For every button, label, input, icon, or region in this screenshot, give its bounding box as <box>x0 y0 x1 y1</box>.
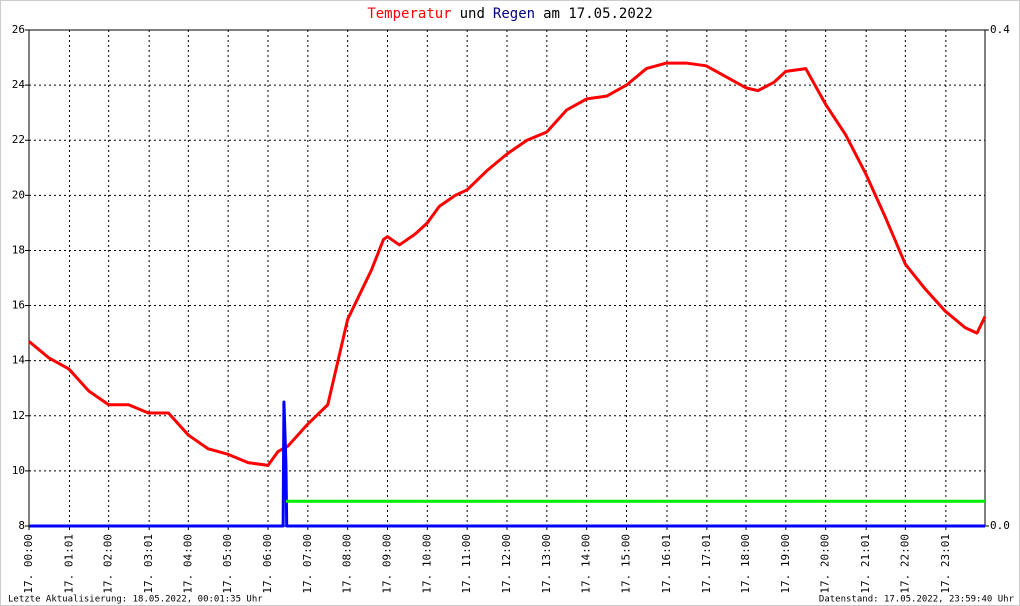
x-tick-label: 17. 13:00 <box>540 534 553 594</box>
x-tick-label: 17. 10:00 <box>420 534 433 594</box>
y-tick-label: 24 <box>12 78 26 91</box>
x-tick-label: 17. 05:00 <box>221 534 234 594</box>
y-tick-label: 8 <box>18 519 25 532</box>
y-tick-label: 20 <box>12 188 25 201</box>
x-tick-label: 17. 15:00 <box>620 534 633 594</box>
y-tick-label: 16 <box>12 299 25 312</box>
x-tick-label: 17. 06:00 <box>261 534 274 594</box>
x-tick-label: 17. 22:00 <box>898 534 911 594</box>
y-tick-label: 18 <box>12 243 25 256</box>
title-segment: am 17.05.2022 <box>543 6 653 22</box>
y2-tick-label: 0.0 <box>990 519 1010 532</box>
y-tick-label: 14 <box>12 354 26 367</box>
footer-right: Datenstand: 17.05.2022, 23:59:40 Uhr <box>819 595 1015 605</box>
x-tick-label: 17. 03:01 <box>142 534 155 594</box>
x-tick-label: 17. 01:01 <box>63 534 76 594</box>
x-tick-label: 17. 07:00 <box>301 534 314 594</box>
x-tick-label: 17. 18:00 <box>739 534 752 594</box>
x-tick-label: 17. 04:00 <box>181 534 194 594</box>
x-tick-label: 17. 12:00 <box>500 534 513 594</box>
chart-title: Temperatur und Regen am 17.05.2022 <box>367 6 652 22</box>
x-tick-label: 17. 17:01 <box>700 534 713 594</box>
x-tick-label: 17. 11:00 <box>460 534 473 594</box>
x-tick-label: 17. 02:00 <box>102 534 115 594</box>
x-tick-label: 17. 23:01 <box>939 534 952 594</box>
series-line <box>28 61 987 467</box>
y-tick-label: 12 <box>12 409 25 422</box>
x-tick-label: 17. 16:01 <box>660 534 673 594</box>
x-tick-label: 17. 19:00 <box>779 534 792 594</box>
footer-left: Letzte Aktualisierung: 18.05.2022, 00:01… <box>8 595 263 605</box>
y-tick-label: 22 <box>12 133 25 146</box>
series-line <box>29 400 985 528</box>
x-tick-label: 17. 00:00 <box>22 534 35 594</box>
title-segment: und <box>460 6 485 22</box>
x-tick-label: 17. 09:00 <box>381 534 394 594</box>
title-segment: Regen <box>493 6 535 22</box>
y-tick-label: 26 <box>12 23 25 36</box>
y-tick-label: 10 <box>12 464 25 477</box>
x-tick-label: 17. 08:00 <box>341 534 354 594</box>
title-segment: Temperatur <box>367 6 451 22</box>
x-tick-label: 17. 20:00 <box>819 534 832 594</box>
x-tick-label: 17. 21:01 <box>859 534 872 594</box>
x-tick-label: 17. 14:00 <box>580 534 593 594</box>
y2-tick-label: 0.4 <box>990 23 1010 36</box>
